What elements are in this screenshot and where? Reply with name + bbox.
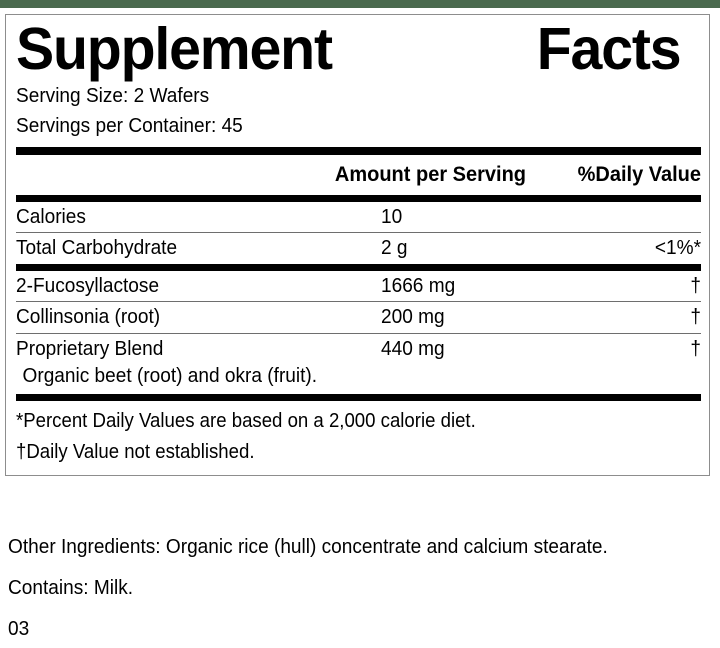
row-name: Calories [16,204,86,228]
page-title: Supplement Facts [16,16,682,82]
footnote-daily-value-not-established: †Daily Value not established. [16,440,255,463]
row-daily-value: † [690,336,701,360]
row-divider [16,332,701,334]
row-amount: 10 [381,204,403,228]
row-divider [16,232,701,234]
row-daily-value: † [690,305,701,329]
serving-size: Serving Size: 2 Wafers [16,84,210,108]
row-amount: 200 mg [381,305,445,329]
title-word-supplement: Supplement [16,16,333,82]
footnote-percent-daily-value: *Percent Daily Values are based on a 2,0… [16,409,476,432]
table-row: Proprietary Blend 440 mg † [16,334,701,365]
footnotes: *Percent Daily Values are based on a 2,0… [16,401,701,469]
top-accent-band [0,0,720,8]
revision-code: 03 [8,617,30,640]
row-name: Proprietary Blend [16,336,164,360]
header-amount-per-serving: Amount per Serving [334,162,526,187]
rule-bottom-thick [16,393,701,401]
supplement-facts-panel: Supplement Facts Serving Size: 2 Wafers … [5,14,710,476]
row-name: Collinsonia (root) [16,305,161,329]
header-daily-value: %Daily Value [577,162,701,187]
row-daily-value: † [690,273,701,297]
rule-top-thick [16,147,701,156]
row-amount: 1666 mg [381,273,456,297]
servings-per-container: Servings per Container: 45 [16,113,243,137]
row-amount: 2 g [381,236,408,260]
table-row: Calories 10 [16,202,701,233]
table-row: 2-Fucosyllactose 1666 mg † [16,271,701,302]
row-name: Total Carbohydrate [16,236,178,260]
other-ingredients: Other Ingredients: Organic rice (hull) c… [8,535,608,558]
row-daily-value: <1%* [654,236,701,260]
row-name: 2-Fucosyllactose [16,273,160,297]
row-divider [16,301,701,303]
contains-allergen-statement: Contains: Milk. [8,576,134,599]
rule-under-header [16,194,701,202]
rule-mid-thick [16,263,701,271]
table-header-row: Amount per Serving %Daily Value [16,155,701,195]
table-row: Collinsonia (root) 200 mg † [16,302,701,333]
row-amount: 440 mg [381,336,445,360]
table-row: Total Carbohydrate 2 g <1%* [16,233,701,264]
proprietary-blend-detail: Organic beet (root) and okra (fruit). [22,364,318,388]
title-word-facts: Facts [536,16,682,82]
